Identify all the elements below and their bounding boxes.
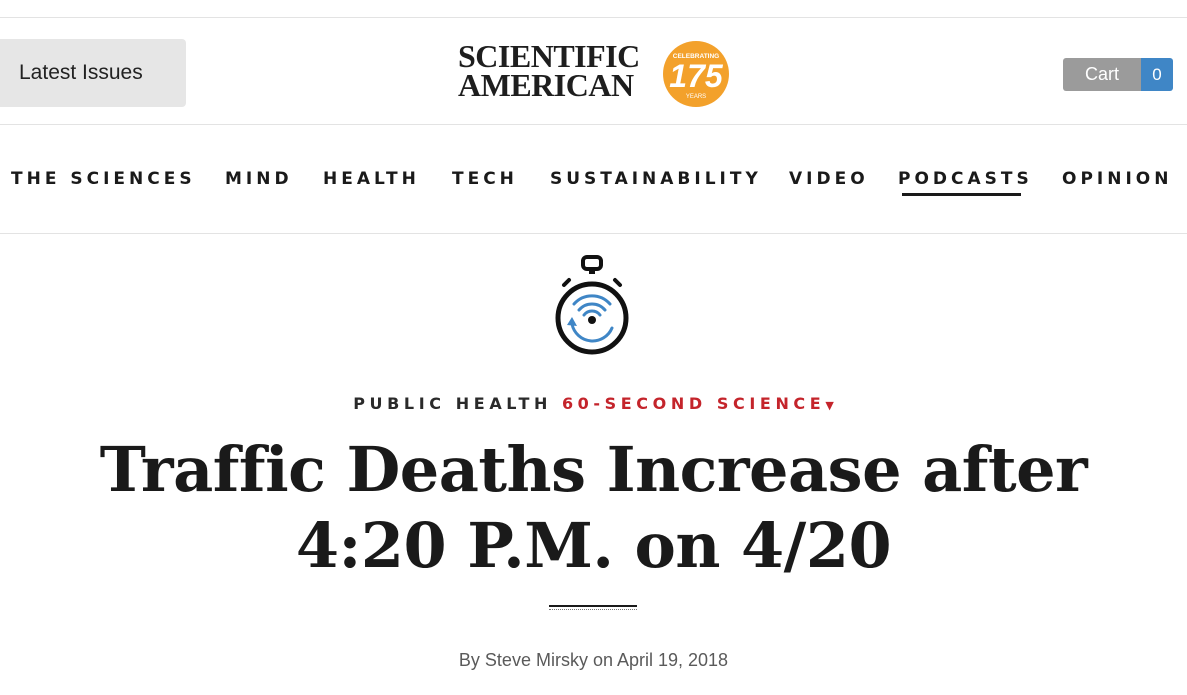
nav-item-opinion[interactable]: OPINION: [1062, 169, 1173, 189]
article-title: Traffic Deaths Increase after 4:20 P.M. …: [99, 433, 1088, 582]
article-byline: By Steve Mirsky on April 19, 2018: [458, 650, 729, 670]
nav-divider: [0, 233, 1187, 234]
nav-item-tech[interactable]: TECH: [452, 169, 518, 189]
main-nav: THE SCIENCES MIND HEALTH TECH SUSTAINABI…: [0, 125, 1187, 233]
badge-number: 175: [669, 58, 724, 94]
header-divider: [0, 124, 1187, 125]
nav-active-underline: [902, 193, 1021, 196]
logo-line-2: AMERICAN: [458, 67, 634, 103]
badge-top-text: CELEBRATING: [673, 53, 719, 60]
badge-bottom-text: YEARS: [686, 94, 706, 100]
cart-label: Cart: [1063, 58, 1141, 91]
top-divider: [0, 17, 1187, 18]
nav-item-video[interactable]: VIDEO: [789, 169, 869, 189]
nav-item-mind[interactable]: MIND: [225, 169, 293, 189]
category-label[interactable]: PUBLIC HEALTH: [353, 394, 552, 413]
title-divider: [549, 605, 637, 610]
stopwatch-podcast-icon: [555, 255, 629, 355]
series-label[interactable]: 60-SECOND SCIENCE: [561, 394, 826, 413]
logo-line-1: SCIENTIFIC: [458, 38, 640, 74]
chevron-down-icon[interactable]: ▼: [825, 399, 834, 412]
anniversary-badge-icon: CELEBRATING 175 YEARS: [663, 41, 729, 107]
site-header: Latest Issues SCIENTIFIC AMERICAN CELEBR…: [0, 18, 1187, 124]
nav-item-the-sciences[interactable]: THE SCIENCES: [11, 169, 196, 189]
nav-item-podcasts[interactable]: PODCASTS: [898, 169, 1033, 189]
cart-button[interactable]: Cart 0: [1063, 58, 1173, 91]
site-logo[interactable]: SCIENTIFIC AMERICAN CELEBRATING 175 YEAR…: [458, 40, 730, 110]
article-kicker: PUBLIC HEALTH 60-SECOND SCIENCE▼: [0, 394, 1187, 413]
cart-count-badge: 0: [1141, 58, 1173, 91]
nav-item-health[interactable]: HEALTH: [323, 169, 420, 189]
nav-item-sustainability[interactable]: SUSTAINABILITY: [550, 169, 762, 189]
latest-issues-button[interactable]: Latest Issues: [0, 39, 186, 107]
logo-wordmark: SCIENTIFIC AMERICAN: [458, 38, 640, 103]
